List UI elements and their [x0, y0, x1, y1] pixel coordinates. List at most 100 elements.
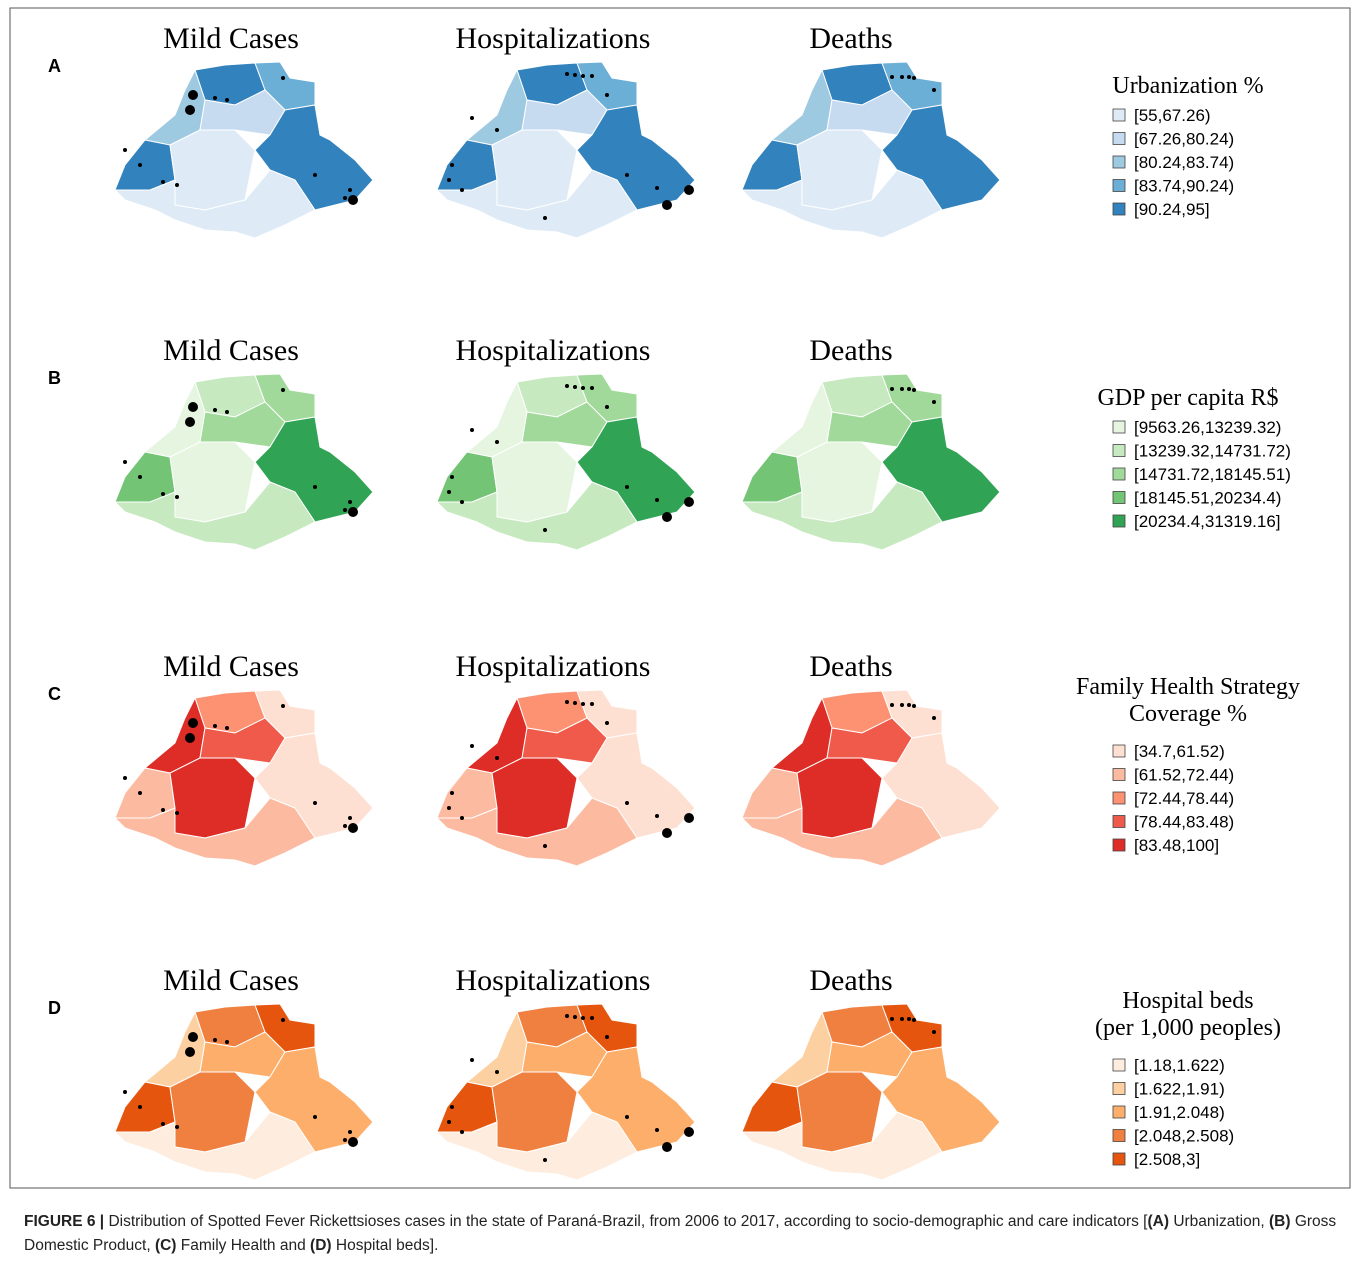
caption: FIGURE 6 | Distribution of Spotted Fever…	[24, 1210, 1344, 1258]
case-dot	[161, 180, 165, 184]
case-dot	[225, 98, 229, 102]
case-dot	[907, 703, 911, 707]
legend-title: Family Health Strategy	[1076, 674, 1300, 700]
case-dot	[348, 816, 352, 820]
region	[114, 451, 176, 503]
region	[576, 1046, 696, 1153]
region	[740, 169, 943, 239]
legend-swatch	[1112, 132, 1126, 145]
legend-title: (per 1,000 peoples)	[1095, 1015, 1281, 1041]
case-dot	[605, 1035, 609, 1039]
case-dot	[543, 1158, 547, 1162]
region	[740, 481, 943, 551]
case-dot	[460, 500, 464, 504]
case-dot	[684, 185, 694, 195]
region	[113, 797, 316, 867]
region	[199, 401, 286, 448]
legend-label: [18145.51,20234.4)	[1134, 489, 1281, 508]
map-title: Hospitalizations	[456, 334, 651, 367]
region	[741, 451, 803, 503]
case-dot	[900, 703, 904, 707]
case-dot	[625, 1115, 629, 1119]
case-dot	[625, 485, 629, 489]
caption-text: Distribution of Spotted Fever Rickettsio…	[108, 1213, 1148, 1230]
case-dot	[581, 74, 585, 78]
map	[113, 689, 374, 867]
case-dot	[890, 75, 894, 79]
case-dot	[188, 1032, 198, 1042]
legend-label: [1.622,1.91)	[1134, 1080, 1225, 1099]
legend-swatch	[1112, 838, 1126, 852]
case-dot	[573, 1015, 577, 1019]
frame	[9, 7, 1351, 1189]
legend-label: [78.44,83.48)	[1134, 813, 1234, 832]
case-dot	[890, 1017, 894, 1021]
case-dot	[605, 721, 609, 725]
case-dot	[123, 776, 127, 780]
legend-swatch	[1112, 179, 1126, 192]
case-dot	[348, 823, 358, 833]
case-dot	[123, 1090, 127, 1094]
legend-label: [34.7,61.52)	[1134, 742, 1225, 761]
legend-label: [9563.26,13239.32)	[1134, 418, 1281, 437]
case-dot	[565, 700, 569, 704]
case-dot	[447, 1120, 451, 1124]
legend-label: [2.048,2.508)	[1134, 1127, 1234, 1146]
case-dot	[138, 163, 142, 167]
case-dot	[684, 497, 694, 507]
case-dot	[590, 1016, 594, 1020]
legend-title: Coverage %	[1129, 701, 1247, 727]
caption-end: ].	[429, 1237, 439, 1254]
legend-swatch	[1112, 1058, 1126, 1072]
legend-title: Hospital beds	[1122, 988, 1253, 1014]
region	[881, 732, 1001, 839]
case-dot	[932, 716, 936, 720]
caption-label: FIGURE 6 |	[24, 1213, 105, 1230]
case-dot	[912, 388, 916, 392]
region	[741, 139, 803, 191]
caption-item: Hospital beds	[335, 1237, 430, 1254]
case-dot	[348, 1130, 352, 1134]
region	[114, 1081, 176, 1133]
region	[436, 139, 498, 191]
case-dot	[313, 801, 317, 805]
region	[113, 1111, 316, 1181]
region	[199, 717, 286, 764]
case-dot	[662, 828, 672, 838]
region	[436, 451, 498, 503]
case-dot	[605, 93, 609, 97]
region	[491, 441, 578, 523]
map-title: Hospitalizations	[456, 964, 651, 997]
case-dot	[460, 816, 464, 820]
legend-swatch	[1112, 791, 1126, 805]
case-dot	[543, 528, 547, 532]
case-dot	[450, 791, 454, 795]
case-dot	[912, 76, 916, 80]
case-dot	[907, 1017, 911, 1021]
case-dot	[573, 385, 577, 389]
region	[576, 416, 696, 523]
region	[740, 1111, 943, 1181]
case-dot	[281, 388, 285, 392]
case-dot	[348, 500, 352, 504]
case-dot	[213, 724, 217, 728]
case-dot	[900, 387, 904, 391]
region	[113, 169, 316, 239]
region	[521, 1031, 608, 1078]
case-dot	[890, 387, 894, 391]
legend-label: [1.91,2.048)	[1134, 1103, 1225, 1122]
case-dot	[138, 475, 142, 479]
case-dot	[655, 186, 659, 190]
case-dot	[281, 704, 285, 708]
region	[199, 1031, 286, 1078]
case-dot	[281, 1018, 285, 1022]
region	[114, 139, 176, 191]
case-dot	[573, 701, 577, 705]
map	[435, 689, 696, 867]
region	[796, 757, 883, 839]
map-title: Deaths	[809, 964, 892, 997]
region	[576, 104, 696, 211]
map	[435, 61, 696, 239]
